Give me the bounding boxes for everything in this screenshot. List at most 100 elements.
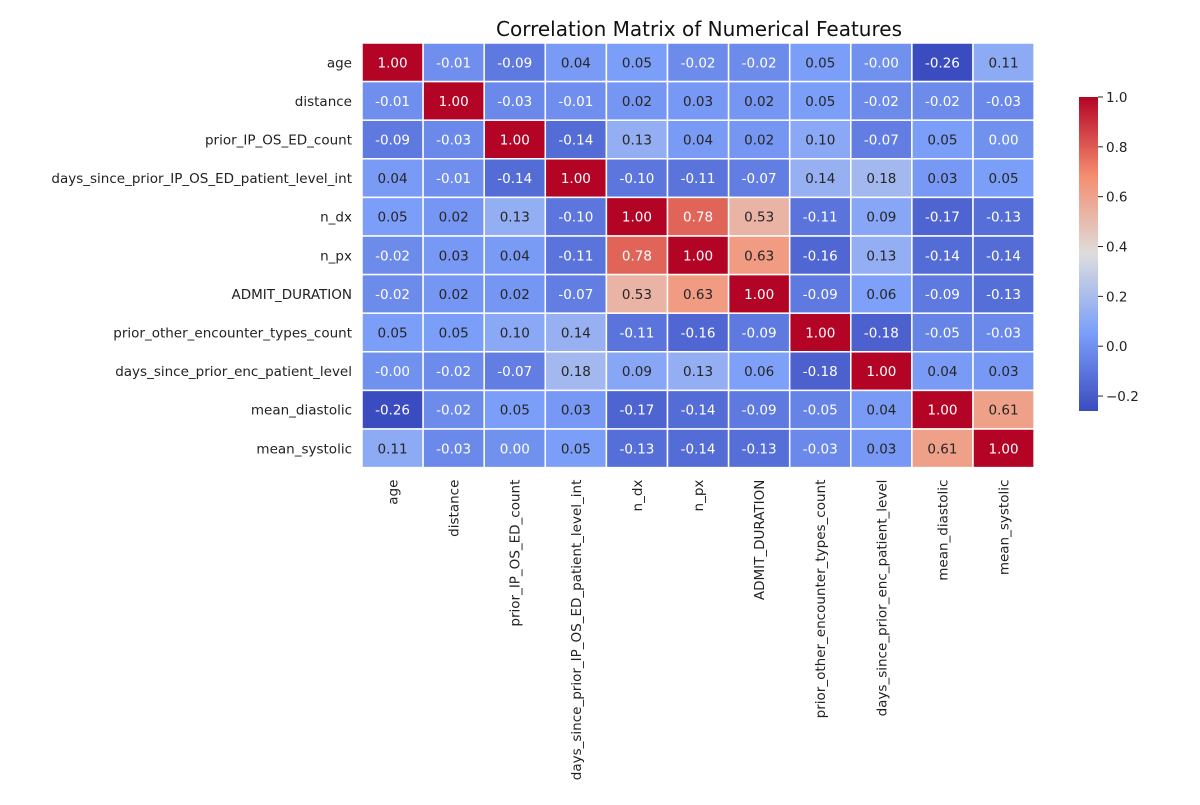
cell-value-label: -0.07 <box>558 287 593 303</box>
heatmap-cell <box>972 119 1035 160</box>
heatmap-cell <box>666 42 730 83</box>
cell-value-label: -0.03 <box>497 94 532 110</box>
cell-value-label: 0.04 <box>927 364 957 380</box>
colorbar-tick-label: 0.8 <box>1106 140 1127 156</box>
heatmap-cell <box>361 235 424 276</box>
cell-value-label: 0.61 <box>927 441 957 457</box>
row-label: distance <box>295 94 352 110</box>
cell-value-label: -0.03 <box>436 133 471 149</box>
heatmap-cell <box>788 42 852 83</box>
heatmap-cell <box>666 389 730 430</box>
cell-value-label: -0.13 <box>986 210 1021 226</box>
heatmap-cell <box>483 158 547 199</box>
cell-value-label: -0.01 <box>436 171 471 187</box>
cell-value-label: 0.11 <box>378 441 408 457</box>
heatmap-cell <box>361 351 424 392</box>
cell-value-label: -0.03 <box>436 441 471 457</box>
cell-value-label: -0.05 <box>803 403 838 419</box>
cell-value-label: -0.01 <box>375 94 410 110</box>
row-label: prior_IP_OS_ED_count <box>205 133 352 149</box>
heatmap-cell <box>911 42 974 83</box>
row-label: age <box>327 55 352 71</box>
heatmap-cell <box>361 196 424 237</box>
cell-value-label: -0.02 <box>742 55 777 71</box>
heatmap-cell <box>544 389 608 430</box>
cell-value-label: 0.04 <box>378 171 408 187</box>
cell-value-label: 0.02 <box>500 287 530 303</box>
heatmap-cell <box>666 428 730 469</box>
heatmap-cell <box>788 80 852 121</box>
cell-value-label: -0.18 <box>803 364 838 380</box>
column-label: days_since_prior_enc_patient_level <box>874 480 890 717</box>
cell-value-label: -0.13 <box>619 441 654 457</box>
cell-value-label: -0.10 <box>558 210 593 226</box>
row-tick-labels: age distance prior_IP_OS_ED_count days_sinc… <box>51 55 352 457</box>
column-label: ADMIT_DURATION <box>752 480 768 601</box>
cell-value-label: 0.05 <box>805 94 835 110</box>
cell-value-label: -0.01 <box>558 94 593 110</box>
heatmap-cell <box>727 196 791 237</box>
cell-value-label: -0.14 <box>986 248 1021 264</box>
cell-value-label: -0.26 <box>375 403 410 419</box>
cell-value-label: 1.00 <box>989 441 1019 457</box>
cell-value-label: 0.11 <box>989 55 1019 71</box>
cell-value-label: 0.03 <box>866 441 896 457</box>
cell-value-label: -0.09 <box>375 133 410 149</box>
cell-value-label: 0.05 <box>622 55 652 71</box>
column-label: prior_other_encounter_types_count <box>813 480 829 719</box>
heatmap-cell <box>422 42 485 83</box>
heatmap-cell <box>972 42 1035 83</box>
heatmap-cell <box>483 389 547 430</box>
heatmap-cell <box>972 428 1035 469</box>
cell-value-label: 0.09 <box>866 210 896 226</box>
heatmap-cell <box>544 312 608 353</box>
cell-value-label: -0.09 <box>497 55 532 71</box>
cell-value-label: -0.16 <box>803 248 838 264</box>
cell-value-label: -0.00 <box>375 364 410 380</box>
cell-value-label: -0.02 <box>375 287 410 303</box>
cell-value-label: 0.03 <box>561 403 591 419</box>
heatmap-cell <box>666 80 730 121</box>
cell-value-label: -0.14 <box>681 441 716 457</box>
heatmap-cell <box>972 80 1035 121</box>
cell-value-label: 0.03 <box>439 248 469 264</box>
heatmap-cell <box>788 273 852 314</box>
cell-value-label: -0.02 <box>436 364 471 380</box>
heatmap-cell <box>605 428 669 469</box>
cell-value-label: 0.03 <box>989 364 1019 380</box>
cell-value-label: -0.16 <box>681 326 716 342</box>
cell-value-label: 0.18 <box>866 171 896 187</box>
cell-value-label: 0.63 <box>744 248 774 264</box>
cell-value-label: 0.10 <box>805 133 835 149</box>
cell-value-label: 0.05 <box>378 210 408 226</box>
heatmap-cell <box>422 273 485 314</box>
colorbar-tick-label: 0.6 <box>1106 190 1127 206</box>
column-label: n_px <box>691 480 707 512</box>
cell-value-label: 1.00 <box>439 94 469 110</box>
cell-value-label: 0.06 <box>866 287 896 303</box>
heatmap-cell <box>788 351 852 392</box>
heatmap-cell <box>788 312 852 353</box>
cell-value-label: 1.00 <box>927 403 957 419</box>
cell-value-label: -0.09 <box>925 287 960 303</box>
column-label: mean_systolic <box>997 480 1013 576</box>
cell-value-label: 1.00 <box>500 133 530 149</box>
colorbar-tick-label: −0.2 <box>1106 389 1139 405</box>
heatmap-cell <box>605 389 669 430</box>
cell-value-label: -0.01 <box>436 55 471 71</box>
heatmap-cell <box>544 235 608 276</box>
heatmap-cells: 1.00 -0.01 -0.09 0.04 0.05 -0.02 -0.02 0.05 -0.0… <box>361 42 1035 469</box>
heatmap-cell <box>605 119 669 160</box>
heatmap-cell <box>850 389 913 430</box>
cell-value-label: -0.10 <box>619 171 654 187</box>
cell-value-label: 0.00 <box>989 133 1019 149</box>
heatmap-cell <box>850 196 913 237</box>
cell-value-label: 0.03 <box>927 171 957 187</box>
column-label: prior_IP_OS_ED_count <box>508 480 524 627</box>
heatmap-cell <box>911 312 974 353</box>
cell-value-label: -0.13 <box>742 441 777 457</box>
cell-value-label: -0.14 <box>925 248 960 264</box>
cell-value-label: -0.18 <box>864 326 899 342</box>
cell-value-label: -0.17 <box>925 210 960 226</box>
